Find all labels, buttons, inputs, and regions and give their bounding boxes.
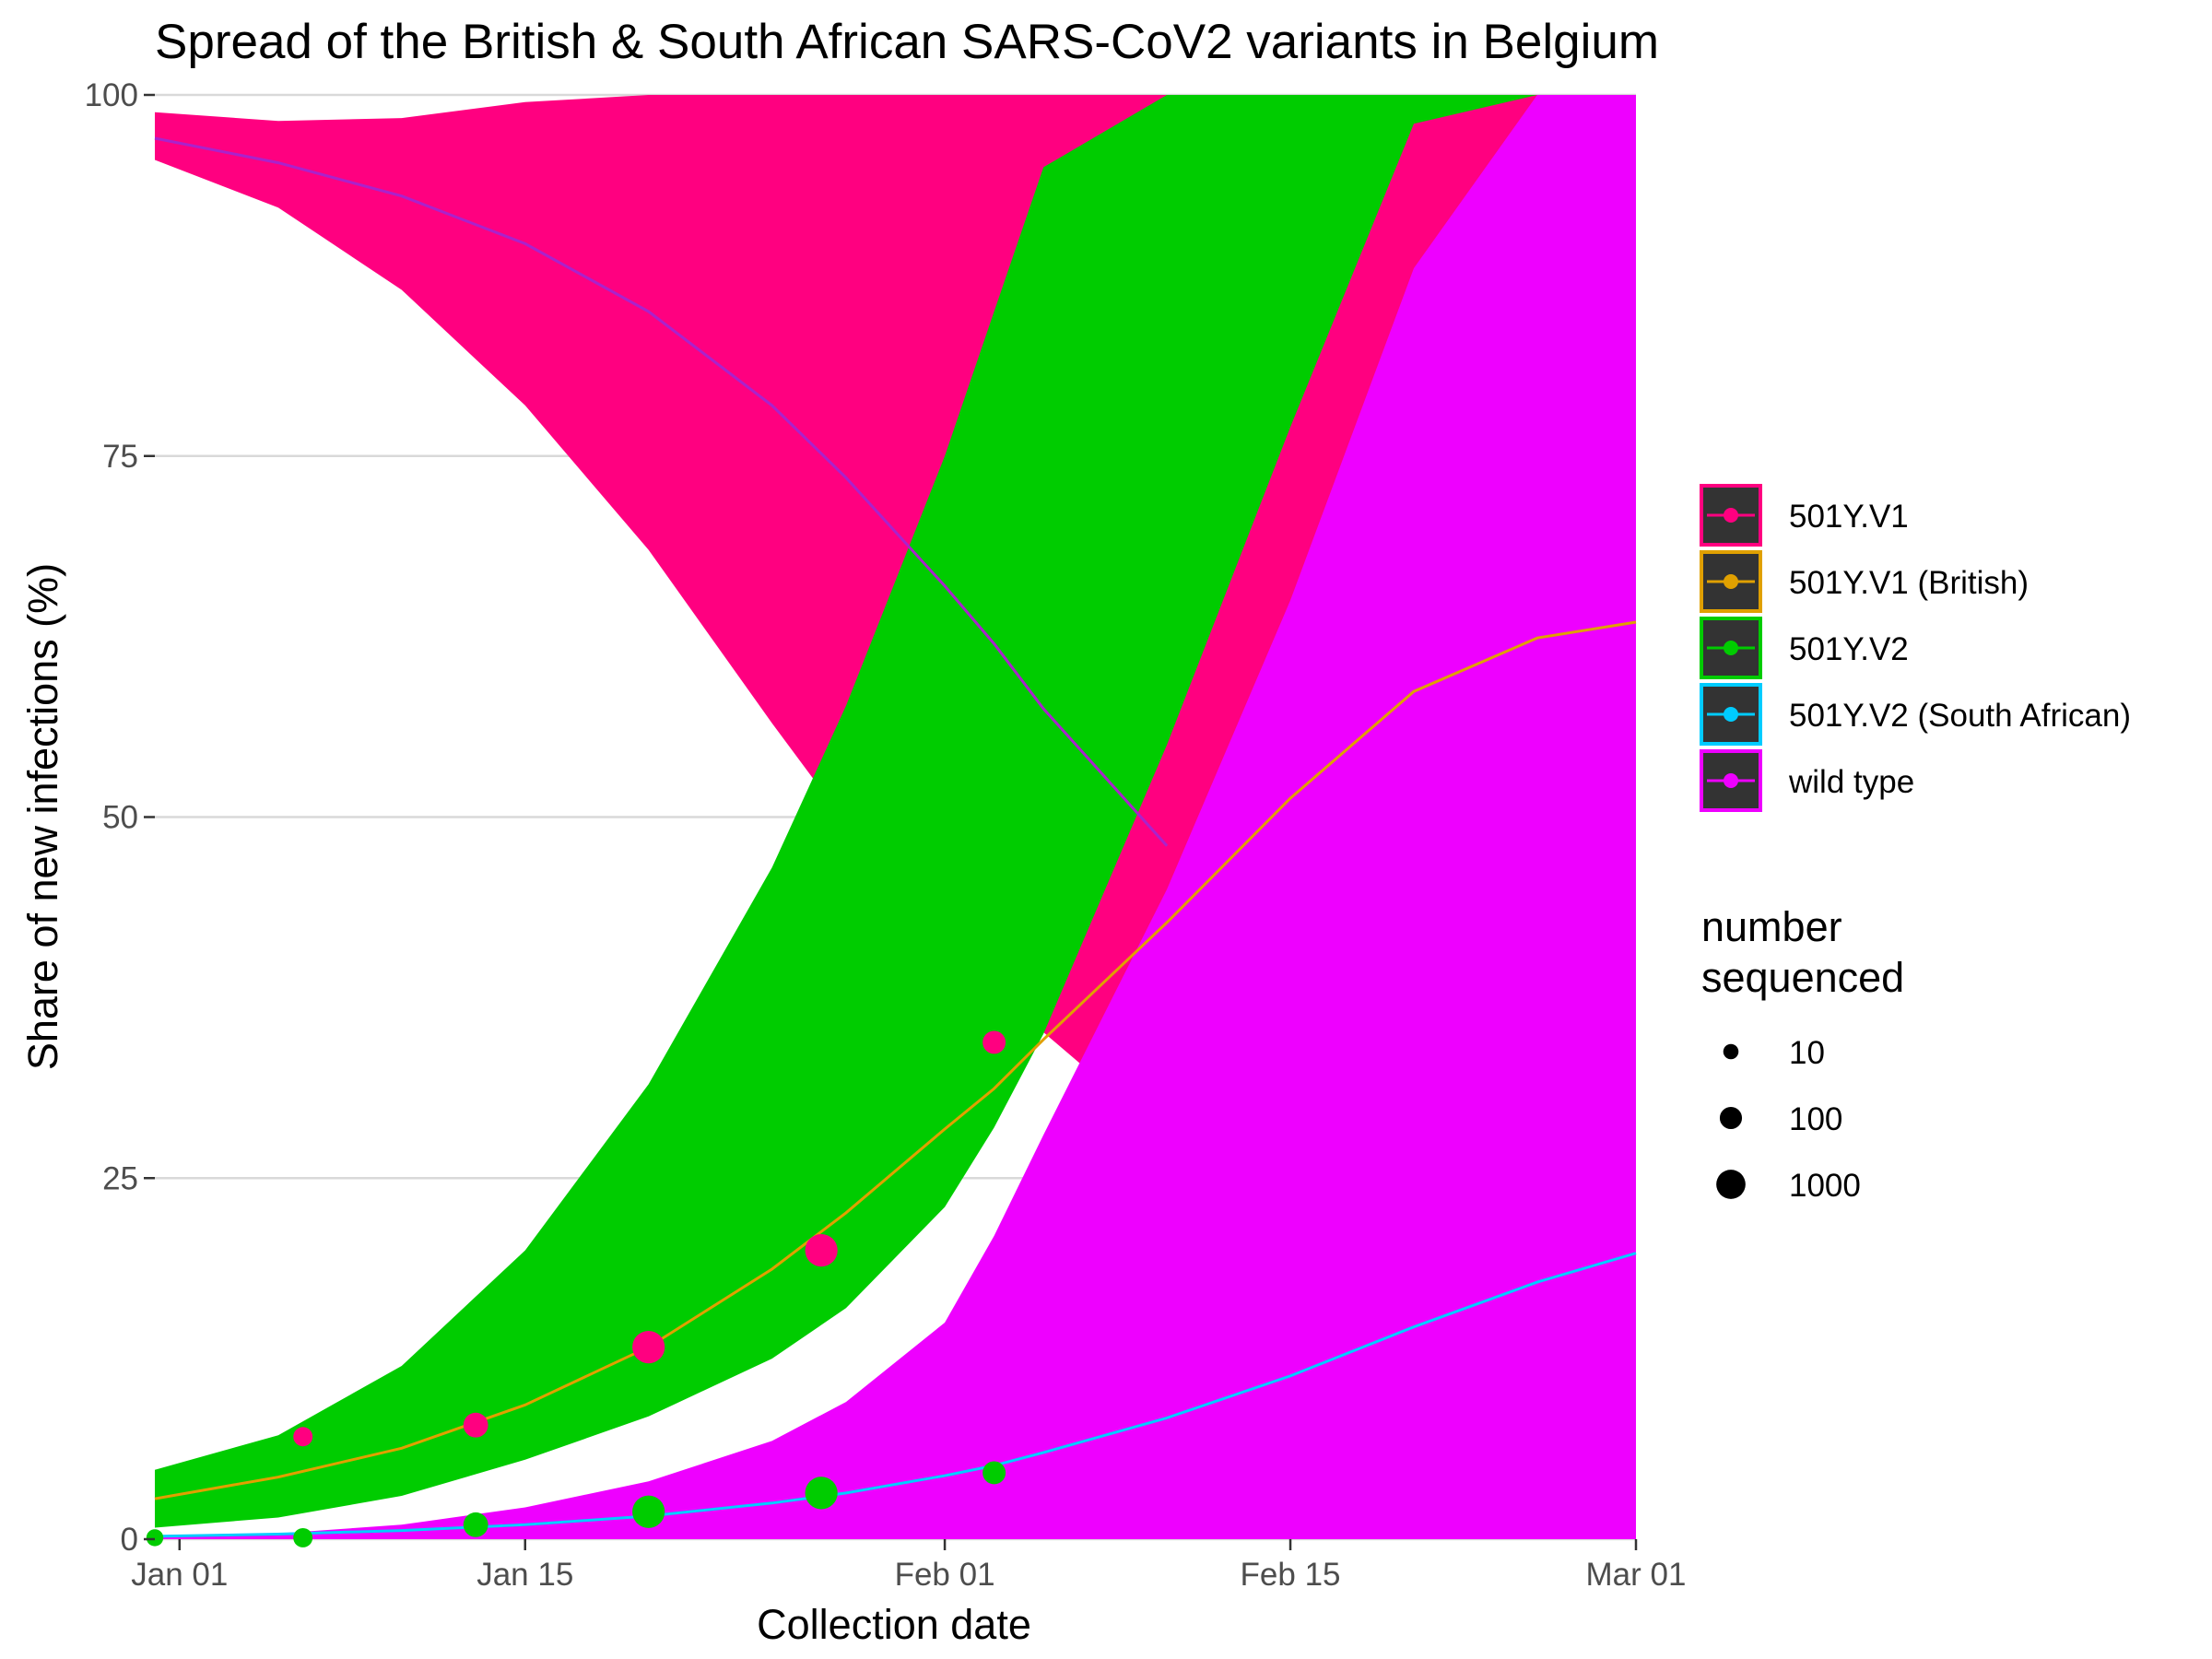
legend-key-dot-501y-v1 [1724, 508, 1738, 523]
x-tick-label-feb-15: Feb 15 [1241, 1557, 1341, 1593]
size-legend-label-100: 100 [1789, 1101, 1842, 1137]
line-wild-type [154, 136, 1169, 847]
x-tick-label-jan-01: Jan 01 [131, 1557, 228, 1593]
point-501y-v1-4 [982, 1030, 1006, 1054]
point-501y-v2-9 [805, 1477, 838, 1510]
band-layer [155, 95, 1636, 1539]
legend-key-dot-501y-v2 [1724, 641, 1738, 655]
point-501y-v1-1 [463, 1412, 488, 1438]
point-501y-v2-6 [293, 1527, 313, 1547]
legend-label-wild-type: wild type [1788, 764, 1914, 800]
point-501y-v1-2 [632, 1330, 665, 1364]
line-501y-v2-south-african [154, 1252, 1637, 1538]
x-tick-label-mar-01: Mar 01 [1586, 1557, 1687, 1593]
y-axis-title: Share of new infections (%) [19, 563, 66, 1070]
size-legend-label-1000: 1000 [1789, 1168, 1861, 1204]
legend-label-501y-v1-british: 501Y.V1 (British) [1789, 565, 2029, 601]
legend-label-501y-v1: 501Y.V1 [1789, 499, 1909, 535]
point-501y-v2-5 [146, 1529, 164, 1547]
y-tick-label-75: 75 [102, 439, 138, 475]
legend-key-dot-501y-v2-south-african [1724, 707, 1738, 722]
legend-key-dot-501y-v1-british [1724, 574, 1738, 589]
point-501y-v2-8 [632, 1495, 665, 1528]
point-501y-v2-7 [463, 1512, 488, 1537]
y-tick-label-50: 50 [102, 800, 138, 836]
point-501y-v1-0 [293, 1427, 313, 1447]
legend-key-dot-wild-type [1724, 773, 1738, 788]
size-legend-label-10: 10 [1789, 1035, 1825, 1071]
size-legend-dot-10 [1723, 1043, 1739, 1060]
legend-layer: 501Y.V1 501Y.V1 (British) 501Y.V2 501Y.V2 (… [1700, 484, 2131, 1204]
y-tick-label-25: 25 [102, 1160, 138, 1196]
x-tick-label-feb-01: Feb 01 [895, 1557, 995, 1593]
axis-layer: 0 25 50 75 100 Jan 01 Jan 15 Feb 01 Feb 15 Mar 01 [85, 77, 1687, 1593]
legend-label-501y-v2-south-african: 501Y.V2 (South African) [1789, 698, 2131, 734]
y-tick-label-0: 0 [121, 1522, 138, 1558]
point-501y-v1-3 [805, 1234, 838, 1267]
size-legend-title-line-1: sequenced [1701, 954, 1904, 1001]
line-501y-v1-british [154, 620, 1637, 1500]
line-layer [154, 136, 1637, 1538]
band-501y-v2 [155, 95, 1636, 1528]
legend-label-501y-v2: 501Y.V2 [1789, 631, 1909, 667]
y-tick-label-100: 100 [85, 77, 138, 113]
point-501y-v2-10 [982, 1461, 1006, 1485]
x-axis-title: Collection date [757, 1601, 1031, 1648]
point-layer [146, 1030, 1006, 1547]
band-wild-type [155, 95, 1636, 1539]
size-legend-dot-1000 [1716, 1170, 1746, 1199]
size-legend-dot-100 [1719, 1106, 1743, 1130]
size-legend-title-line-0: number [1701, 903, 1842, 950]
x-tick-label-jan-15: Jan 15 [477, 1557, 573, 1593]
chart-title: Spread of the British & South African SA… [155, 15, 1659, 69]
